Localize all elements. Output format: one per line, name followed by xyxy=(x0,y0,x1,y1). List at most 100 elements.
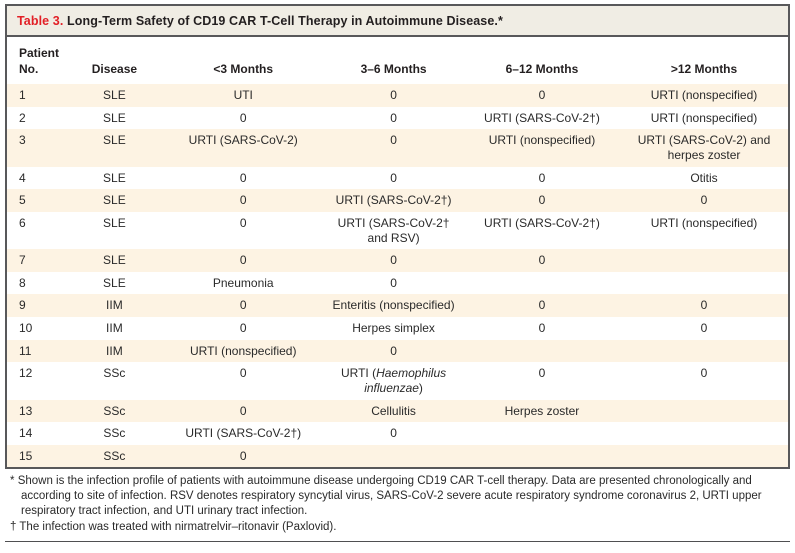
table-row: 13 SSc 0 Cellulitis Herpes zoster xyxy=(7,399,788,423)
table-cell: 0 xyxy=(538,88,546,103)
table-cell: SLE xyxy=(103,253,126,268)
footnote-marker: † xyxy=(10,520,17,533)
footnote-text: The infection was treated with nirmatrel… xyxy=(19,520,337,533)
table-card: Table 3. Long-Term Safety of CD19 CAR T-… xyxy=(5,4,790,470)
table-row: 15 SSc 0 xyxy=(7,444,788,468)
patient-no-cell: 6 xyxy=(19,215,26,230)
patient-no-cell: 11 xyxy=(19,343,32,358)
table-cell: 0 xyxy=(390,275,397,290)
table-cell: 0 xyxy=(239,403,247,418)
table-cell: 0 xyxy=(390,133,397,148)
table-cell: SSc xyxy=(103,448,126,463)
table-cell xyxy=(464,272,620,295)
table-cell: URTI (SARS-CoV-2†) xyxy=(484,215,600,230)
table-number-label: Table 3. xyxy=(17,14,64,28)
table-cell: URTI (Haemophilus influenzae) xyxy=(340,366,447,395)
table-cell: SLE xyxy=(103,215,126,230)
table-cell: SSc xyxy=(103,426,126,441)
table-cell: 0 xyxy=(239,110,247,125)
table-row: 9 IIM 0 Enteritis (nonspecified) 0 0 xyxy=(7,294,788,318)
table-cell: URTI (nonspecified) xyxy=(650,215,758,230)
table-cell: Herpes simplex xyxy=(352,321,435,336)
table-cell: 0 xyxy=(239,366,247,381)
table-cell: UTI xyxy=(233,88,253,103)
table-cell: 0 xyxy=(239,298,247,313)
table-cell: 0 xyxy=(390,426,397,441)
col-header-lt3m: <3 Months xyxy=(163,37,324,85)
table-cell: SLE xyxy=(103,193,126,208)
table-cell: 0 xyxy=(538,193,546,208)
table-cell: URTI (nonspecified) xyxy=(650,88,758,103)
footnote-dagger: † The infection was treated with nirmatr… xyxy=(10,520,786,535)
table-row: 10 IIM 0 Herpes simplex 0 0 xyxy=(7,317,788,340)
table-row: 1 SLE UTI 0 0 URTI (nonspecified) xyxy=(7,84,788,107)
table-cell: URTI (nonspecified) xyxy=(488,133,596,148)
table-cell: SSc xyxy=(103,403,126,418)
col-header-3-6m: 3–6 Months xyxy=(323,37,464,85)
table-cell xyxy=(464,445,620,468)
table-cell: 0 xyxy=(700,193,708,208)
patient-no-cell: 14 xyxy=(19,426,33,441)
table-cell: SSc xyxy=(103,366,126,381)
table-cell: Cellulitis xyxy=(371,403,416,418)
table-cell: 0 xyxy=(538,170,546,185)
patient-no-cell: 12 xyxy=(19,366,33,381)
table-cell: 0 xyxy=(700,298,708,313)
footnote-asterisk: * Shown is the infection profile of pati… xyxy=(10,474,786,518)
table-row: 5 SLE 0 URTI (SARS-CoV-2†) 0 0 xyxy=(7,189,788,212)
patient-no-cell: 3 xyxy=(19,133,26,148)
table-cell: IIM xyxy=(106,321,123,336)
table-cell: 0 xyxy=(390,253,397,268)
table-cell: 0 xyxy=(239,193,247,208)
table-row: 3 SLE URTI (SARS-CoV-2) 0 URTI (nonspecified… xyxy=(7,129,788,167)
table-cell: SLE xyxy=(103,133,126,148)
table-row: 12 SSc 0 URTI (Haemophilus influenzae) 0 0 xyxy=(7,362,788,399)
table-row: 8 SLE Pneumonia 0 xyxy=(7,272,788,295)
table-row: 7 SLE 0 0 0 xyxy=(7,249,788,272)
table-title: Long-Term Safety of CD19 CAR T-Cell Ther… xyxy=(67,14,503,28)
col-header-disease: Disease xyxy=(65,37,164,85)
table-cell: IIM xyxy=(106,343,123,358)
patient-no-cell: 10 xyxy=(19,321,33,336)
table-cell: URTI (nonspecified) xyxy=(189,343,297,358)
table-cell xyxy=(464,340,620,363)
table-cell: SLE xyxy=(103,88,126,103)
table-cell: 0 xyxy=(700,321,708,336)
table-cell: 0 xyxy=(239,170,247,185)
table-cell: URTI (SARS-CoV-2†) xyxy=(335,193,452,208)
safety-table: Patient No. Disease <3 Months 3–6 Months… xyxy=(7,37,788,468)
table-cell: URTI (SARS-CoV-2) xyxy=(188,133,298,148)
table-row: 14 SSc URTI (SARS-CoV-2†) 0 xyxy=(7,422,788,445)
patient-no-cell: 2 xyxy=(19,110,26,125)
table-cell: 0 xyxy=(390,343,397,358)
table-row: 6 SLE 0 URTI (SARS-CoV-2† and RSV) URTI (SAR… xyxy=(7,212,788,249)
col-header-gt12m: >12 Months xyxy=(620,37,788,85)
table-row: 2 SLE 0 0 URTI (SARS-CoV-2†) URTI (nonspecifi… xyxy=(7,107,788,130)
table-cell xyxy=(323,445,464,468)
patient-no-cell: 15 xyxy=(19,448,33,463)
table-cell: URTI (SARS-CoV-2† and RSV) xyxy=(337,215,450,245)
table-cell: URTI (SARS-CoV-2) and herpes zoster xyxy=(637,133,771,163)
table-cell: 0 xyxy=(538,321,546,336)
table-cell xyxy=(620,272,788,295)
table-cell: Enteritis (nonspecified) xyxy=(332,298,455,313)
table-title-bar: Table 3. Long-Term Safety of CD19 CAR T-… xyxy=(7,6,788,37)
patient-no-cell: 8 xyxy=(19,275,26,290)
table-cell xyxy=(464,422,620,445)
table-cell: 0 xyxy=(239,215,247,230)
table-cell xyxy=(620,445,788,468)
table-cell: Herpes zoster xyxy=(504,403,580,418)
table-cell: 0 xyxy=(538,366,546,381)
table-cell: Otitis xyxy=(690,170,718,185)
col-header-patient-no: Patient No. xyxy=(7,37,66,85)
table-cell: 0 xyxy=(239,321,247,336)
table-cell: SLE xyxy=(103,275,126,290)
table-cell: URTI (SARS-CoV-2†) xyxy=(185,426,302,441)
col-header-6-12m: 6–12 Months xyxy=(463,37,621,85)
table-cell: 0 xyxy=(700,366,708,381)
table-cell: 0 xyxy=(538,253,546,268)
table-cell xyxy=(620,340,788,363)
footnote-text: Shown is the infection profile of patien… xyxy=(17,475,762,517)
footnote-marker: * xyxy=(10,475,15,488)
